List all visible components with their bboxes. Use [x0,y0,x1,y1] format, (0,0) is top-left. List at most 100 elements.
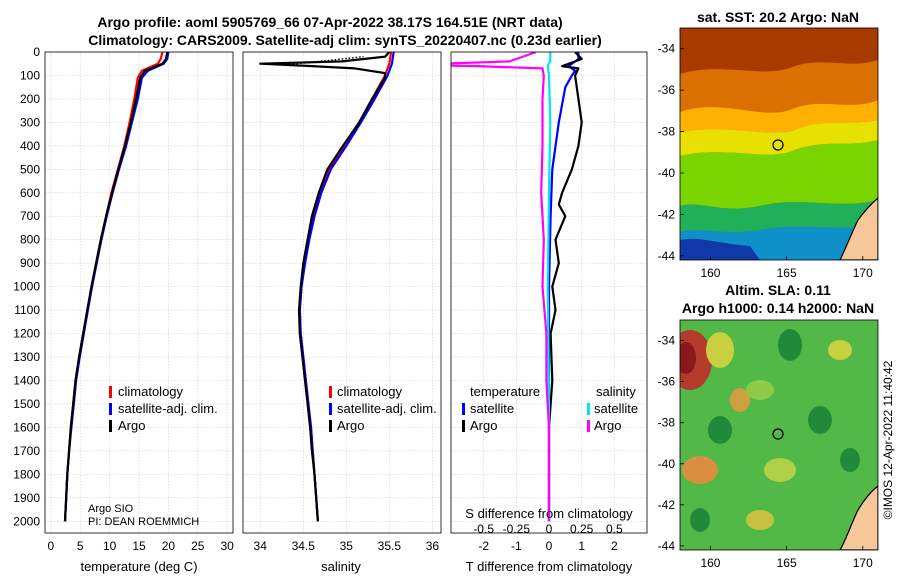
map-lat-label: -44 [658,539,676,553]
x-tick-label: 5 [77,539,84,553]
salinity-xlabel: salinity [321,559,361,574]
depth-tick-label: 1300 [13,350,40,364]
map-lat-label: -36 [658,375,676,389]
series-line-salinity-satellite [546,52,552,522]
sst-argo-location-marker [772,139,784,151]
x-tick-label-T: 1 [578,539,585,553]
legend-swatch-climatology [109,386,112,398]
series-line-salinity-argo [451,52,551,522]
sst-heatmap [680,28,878,260]
x-tick-label: 35.5 [378,539,402,553]
legend-swatch-satellite [329,403,332,415]
series-line-temperature-argo [547,52,583,522]
sla-argo-location-marker [772,428,784,440]
legend-label-S-satellite: satellite [594,401,638,416]
map-lat-label: -42 [658,498,676,512]
x-tick-label-S: -0.25 [503,522,531,536]
x-tick-label-T: -2 [478,539,489,553]
x-tick-label: 36 [426,539,440,553]
legend-swatch-S-argo [587,420,590,432]
temperature-xlabel: temperature (deg C) [80,559,197,574]
legend-label-satellite: satellite-adj. clim. [118,401,218,416]
depth-tick-label: 1100 [14,303,40,317]
temperature-frame [44,51,234,534]
difference-series [451,52,583,522]
sla-heatmap [680,320,878,550]
series-line-argo [63,52,169,522]
legend-swatch-argo [329,420,332,432]
map-lon-label: 160 [700,266,720,280]
series-line-argo [259,52,391,522]
legend-label-T-satellite: satellite [470,401,514,416]
temperature-panel: 0100200300400500600700800900100011001200… [13,45,234,574]
depth-tick-label: 600 [20,186,40,200]
x-tick-label-S: 0 [546,522,553,536]
difference-frame [450,51,648,534]
argo-institution-note: Argo SIO [88,503,134,515]
depth-tick-label: 700 [20,209,40,223]
temperature-series [63,52,170,522]
x-tick-label-T: 2 [611,539,618,553]
depth-tick-label: 1700 [13,444,40,458]
sla-map-frame [679,319,879,551]
depth-tick-label: 1800 [13,467,40,481]
map-lat-label: -36 [658,83,676,97]
map-lon-label: 165 [777,556,797,570]
map-lat-label: -34 [658,42,676,56]
depth-tick-label: 0 [33,45,40,59]
x-tick-label: 0 [48,539,55,553]
depth-tick-label: 800 [20,233,40,247]
salinity-frame [242,51,442,534]
x-tick-label: 35 [340,539,354,553]
x-tick-label-S: 0.5 [606,522,623,536]
depth-tick-label: 300 [20,115,40,129]
sst-map-panel: sat. SST: 20.2 Argo: NaN 160 165 170 -34 -36… [658,9,879,280]
x-tick-label: 34.5 [292,539,316,553]
x-tick-label: 10 [103,539,117,553]
x-tick-label-S: 0.25 [570,522,594,536]
difference-x-axis: -2 -1 0 1 2 -0.5 -0.25 0 0.25 0.5 [473,522,623,553]
temperature-x-axis: 0 5 10 15 20 25 30 [48,539,235,553]
legend-swatch-T-argo [462,420,465,432]
sla-map-axes: 160 165 170 -34 -36 -38 -40 -42 -44 [658,334,873,570]
sst-map-frame [679,27,879,261]
series-line-temperature-satellite [547,52,580,522]
depth-axis: 0 100 200 300 400 500 600 700 800 900 1000 1100 1200… [13,45,40,528]
salinity-x-axis: 34 34.5 35 35.5 36 [254,539,440,553]
difference-xlabel-T: T difference from climatology [466,559,633,574]
legend-label-argo: Argo [118,418,145,433]
x-tick-label-S: -0.5 [473,522,494,536]
map-lat-label: -40 [658,166,676,180]
legend-swatch-T-satellite [462,403,465,415]
legend-swatch-argo [109,420,112,432]
difference-grid [451,51,647,533]
x-tick-label: 25 [191,539,205,553]
difference-legend: temperature salinity satellite Argo sate… [462,384,638,433]
legend-label-satellite: satellite-adj. clim. [337,401,437,416]
sst-map-axes: 160 165 170 -34 -36 -38 -40 -42 -44 [658,42,873,280]
x-tick-label: 34 [254,539,268,553]
difference-panel: -2 -1 0 1 2 -0.5 -0.25 0 0.25 0.5 T difference fr… [450,51,648,574]
map-lat-label: -44 [658,249,676,263]
map-lon-label: 160 [700,556,720,570]
depth-tick-label: 2000 [13,514,40,528]
legend-header-salinity: salinity [596,384,636,399]
map-lat-label: -42 [658,207,676,221]
legend-label-S-argo: Argo [594,418,621,433]
argo-pi-note: PI: DEAN ROEMMICH [88,516,199,528]
depth-tick-label: 900 [20,256,40,270]
depth-tick-label: 200 [20,92,40,106]
salinity-legend: climatology satellite-adj. clim. Argo [329,384,437,433]
figure-title-line1: Argo profile: aoml 5905769_66 07-Apr-202… [97,14,562,30]
temperature-legend: climatology satellite-adj. clim. Argo [109,384,218,433]
depth-tick-label: 500 [20,162,40,176]
map-lat-label: -34 [658,334,676,348]
depth-tick-label: 1000 [13,280,40,294]
sst-map-title: sat. SST: 20.2 Argo: NaN [697,9,859,25]
depth-tick-label: 1400 [13,373,40,387]
x-tick-label-T: 0 [546,539,553,553]
legend-swatch-S-satellite [587,403,590,415]
temperature-grid [45,51,233,533]
legend-swatch-climatology [329,386,332,398]
